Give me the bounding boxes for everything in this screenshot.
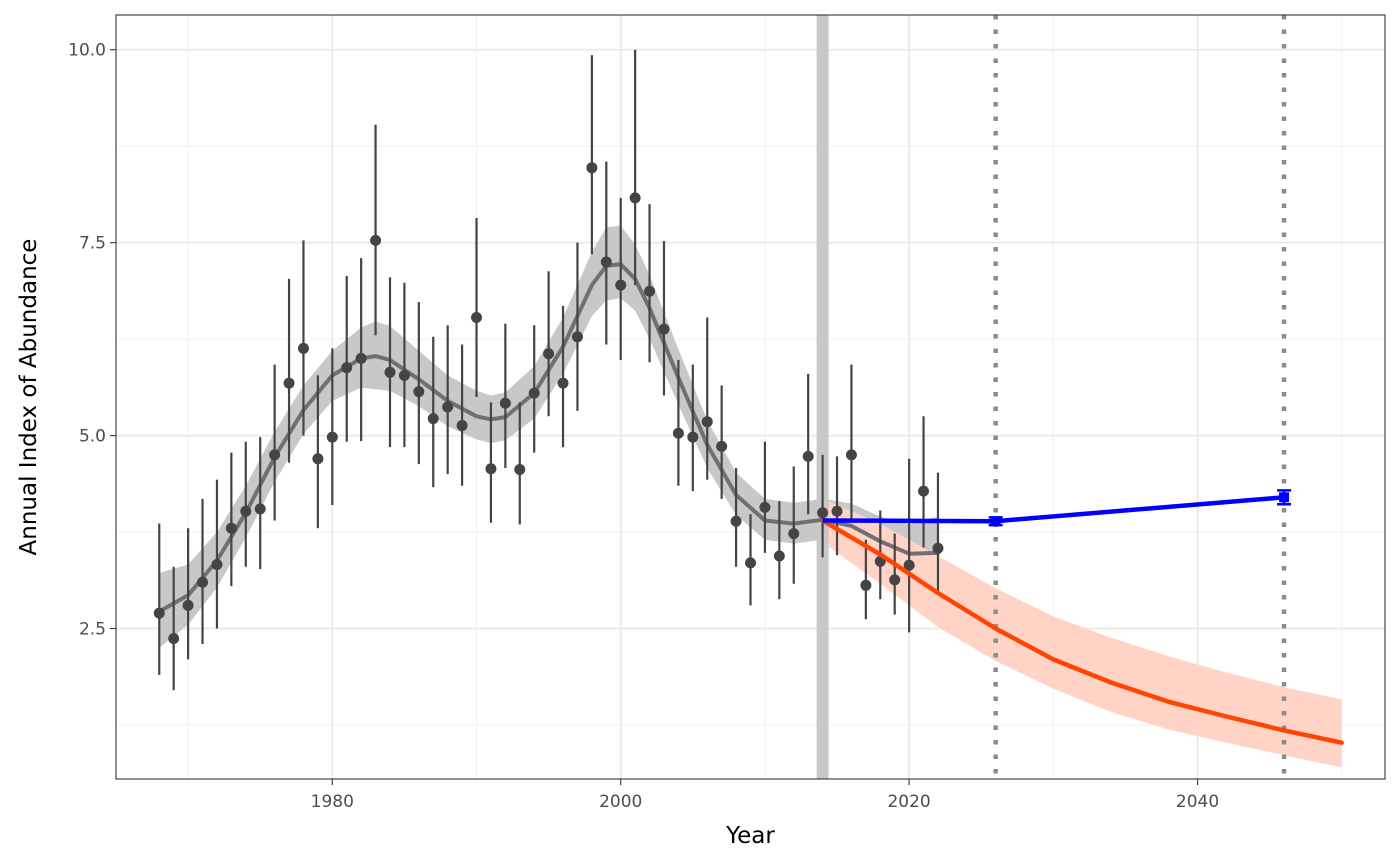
reference-year-band <box>816 15 829 779</box>
data-point-1994 <box>528 387 540 399</box>
data-point-1973 <box>225 522 237 534</box>
data-point-1998 <box>586 162 598 174</box>
data-point-2009 <box>745 557 756 569</box>
data-point-1993 <box>514 464 526 476</box>
data-point-2012 <box>788 528 800 540</box>
data-point-2016 <box>845 449 857 461</box>
data-point-1996 <box>557 377 569 389</box>
y-tick-label-7.5: 7.5 <box>79 234 106 254</box>
data-point-1986 <box>413 386 425 398</box>
data-point-1979 <box>312 453 324 465</box>
data-point-2008 <box>730 515 742 527</box>
data-point-1989 <box>456 420 468 432</box>
data-point-1988 <box>442 401 454 413</box>
y-tick-labels: 2.5 5.0 7.5 10.0 <box>68 41 106 640</box>
data-point-2019 <box>889 574 901 586</box>
x-tick-label-2000: 2000 <box>599 792 642 812</box>
data-point-2000 <box>615 279 627 291</box>
x-tick-label-2020: 2020 <box>887 792 930 812</box>
data-point-2003 <box>658 323 670 335</box>
data-point-2004 <box>672 427 684 439</box>
data-point-1999 <box>600 256 612 268</box>
target-point-2026 <box>990 516 1001 527</box>
reference-year-2014-band <box>816 15 829 779</box>
data-point-1974 <box>240 505 252 517</box>
data-point-1983 <box>370 234 382 246</box>
projection-line <box>820 518 1344 745</box>
data-point-1982 <box>355 352 367 364</box>
data-point-1997 <box>571 331 583 343</box>
data-point-1977 <box>283 377 295 389</box>
target-point-2046 <box>1279 492 1290 503</box>
data-point-1981 <box>341 362 353 374</box>
data-point-2017 <box>860 579 872 591</box>
data-point-2005 <box>687 431 699 443</box>
data-point-2002 <box>644 285 656 297</box>
data-point-2021 <box>918 485 930 497</box>
y-axis-title: Annual Index of Abundance <box>16 239 42 556</box>
data-point-1984 <box>384 366 396 378</box>
x-axis-title: Year <box>725 823 775 849</box>
data-point-1987 <box>427 413 439 425</box>
y-tick-label-10: 10.0 <box>68 41 106 61</box>
data-point-2015 <box>831 505 843 517</box>
observed-points <box>153 162 944 645</box>
data-point-1972 <box>211 558 223 570</box>
projection-trend <box>820 518 1344 745</box>
y-tick-label-5: 5.0 <box>79 427 106 447</box>
data-point-1969 <box>168 633 180 645</box>
data-point-2013 <box>802 450 814 462</box>
data-point-2006 <box>701 416 713 428</box>
data-point-1991 <box>485 463 497 475</box>
data-point-1976 <box>269 449 281 461</box>
projection-band-area <box>822 498 1342 768</box>
data-point-2010 <box>759 501 771 513</box>
data-point-2020 <box>903 559 915 571</box>
y-tick-label-2.5: 2.5 <box>79 620 106 640</box>
data-point-2007 <box>716 440 728 452</box>
data-point-1975 <box>254 503 266 515</box>
data-point-1985 <box>398 369 410 381</box>
projection-confidence-band <box>822 498 1342 768</box>
panel-border <box>115 14 1386 780</box>
data-point-2014 <box>817 507 829 519</box>
x-tick-label-2040: 2040 <box>1176 792 1219 812</box>
x-tick-labels: 1980 2000 2020 2040 <box>311 792 1219 812</box>
data-point-1990 <box>471 312 483 324</box>
observed-error-bars <box>158 49 940 691</box>
x-tick-label-1980: 1980 <box>311 792 354 812</box>
data-point-2001 <box>629 192 641 204</box>
data-point-1995 <box>543 348 555 360</box>
data-point-2022 <box>932 542 944 554</box>
axis-ticks <box>110 49 1199 785</box>
target-trajectory <box>822 489 1292 527</box>
data-point-1992 <box>499 397 511 409</box>
data-point-1971 <box>197 576 209 588</box>
data-point-1968 <box>153 607 165 619</box>
data-point-1970 <box>182 599 194 611</box>
data-point-1978 <box>297 342 309 354</box>
data-point-1980 <box>326 431 338 443</box>
data-point-2011 <box>773 550 785 562</box>
